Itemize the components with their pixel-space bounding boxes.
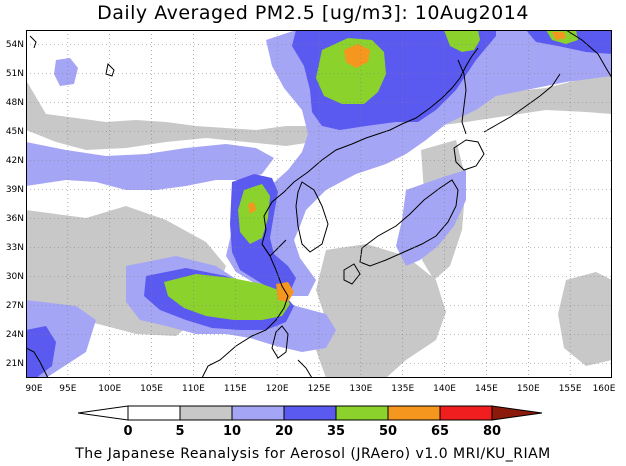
coast-taiwan [271,325,289,359]
lon-label: 100E [98,384,122,394]
lon-label: 125E [307,384,331,394]
lat-label: 30N [5,271,24,282]
pm-orange-north [344,44,370,68]
pm-orange-regions [248,32,566,302]
pm-orange-south [276,282,294,302]
pm-gray-band-north [26,70,612,150]
colorbar-tick-label: 35 [326,424,346,439]
colorbar-tick-label: 50 [378,424,398,439]
coast-kyushu [343,263,361,285]
lon-label: 145E [474,384,498,394]
lon-label: 90E [25,384,43,394]
pm-gray-regions [26,70,612,378]
colorbar-box [439,405,493,421]
map-canvas [26,30,612,378]
lat-label: 54N [5,39,24,50]
coast-sakhalin [457,59,467,135]
lon-label: 130E [349,384,373,394]
pm-green-center [238,184,270,244]
pm-gray-east-sea [316,244,446,378]
colorbar-box [283,405,337,421]
lon-label: 160E [592,384,616,394]
coastlines [26,30,612,378]
colorbar-box [335,405,389,421]
coast-sea-shore [261,239,287,257]
pm-gray-east-patch [558,272,612,366]
lat-label: 27N [5,300,24,311]
coast-nw-lake [29,35,37,49]
lat-label: 21N [5,358,24,369]
coast-kuril [483,73,561,133]
lon-label: 120E [265,384,289,394]
colorbar-tick-label: 80 [482,424,502,439]
coast-hokkaido [453,139,485,171]
pm-blue-southwest [26,326,56,378]
map-frame [26,30,612,378]
lat-label: 42N [5,155,24,166]
colorbar-arrow-low [77,405,129,421]
lon-label: 95E [59,384,77,394]
coast-lake-baikal [105,62,115,77]
lat-label: 24N [5,329,24,340]
lat-label: 51N [5,68,24,79]
lon-label: 115E [223,384,247,394]
footer-credit: The Japanese Reanalysis for Aerosol (JRA… [75,446,551,462]
pm-orange-northeast [552,32,566,40]
lon-label: 110E [181,384,205,394]
colorbar-tick-label: 10 [222,424,242,439]
colorbar-box [127,405,181,421]
lat-label: 36N [5,213,24,224]
colorbar-box [231,405,285,421]
pm-green-northeast [444,30,480,52]
coast-kamchatka [565,30,612,79]
coast-east-asia [201,47,479,378]
pm-green-regions [164,30,578,320]
lon-label: 150E [516,384,540,394]
colorbar-tick-label: 20 [274,424,294,439]
grid-lines [26,30,612,378]
colorbar: 0 5 10 20 35 50 65 80 [77,404,548,444]
colorbar-svg [77,405,543,421]
colorbar-tick-label: 0 [123,424,133,439]
coast-honshu [359,179,459,267]
colorbar-arrow-high [491,405,543,421]
coast-philippine [297,359,313,378]
pm-orange-center [248,202,256,214]
pm-lightblue-small-nw [54,58,78,86]
coast-southwest [26,347,49,378]
lon-label: 135E [391,384,415,394]
lat-label: 48N [5,97,24,108]
lat-label: 33N [5,242,24,253]
pm-green-south [164,274,290,320]
colorbar-tick-label: 65 [430,424,450,439]
lat-label: 45N [5,126,24,137]
colorbar-tick-label: 5 [175,424,185,439]
pm-lightblue-japan [396,170,466,266]
pm-lightblue-west [26,142,274,190]
map-title: Daily Averaged PM2.5 [ug/m3]: 10Aug2014 [97,2,529,24]
lat-label: 39N [5,184,24,195]
colorbar-box [179,405,233,421]
pm25-map [26,30,612,378]
lon-label: 155E [558,384,582,394]
lon-label: 140E [433,384,456,394]
coast-korea [295,181,329,253]
lon-label: 105E [140,384,163,394]
colorbar-box [387,405,441,421]
